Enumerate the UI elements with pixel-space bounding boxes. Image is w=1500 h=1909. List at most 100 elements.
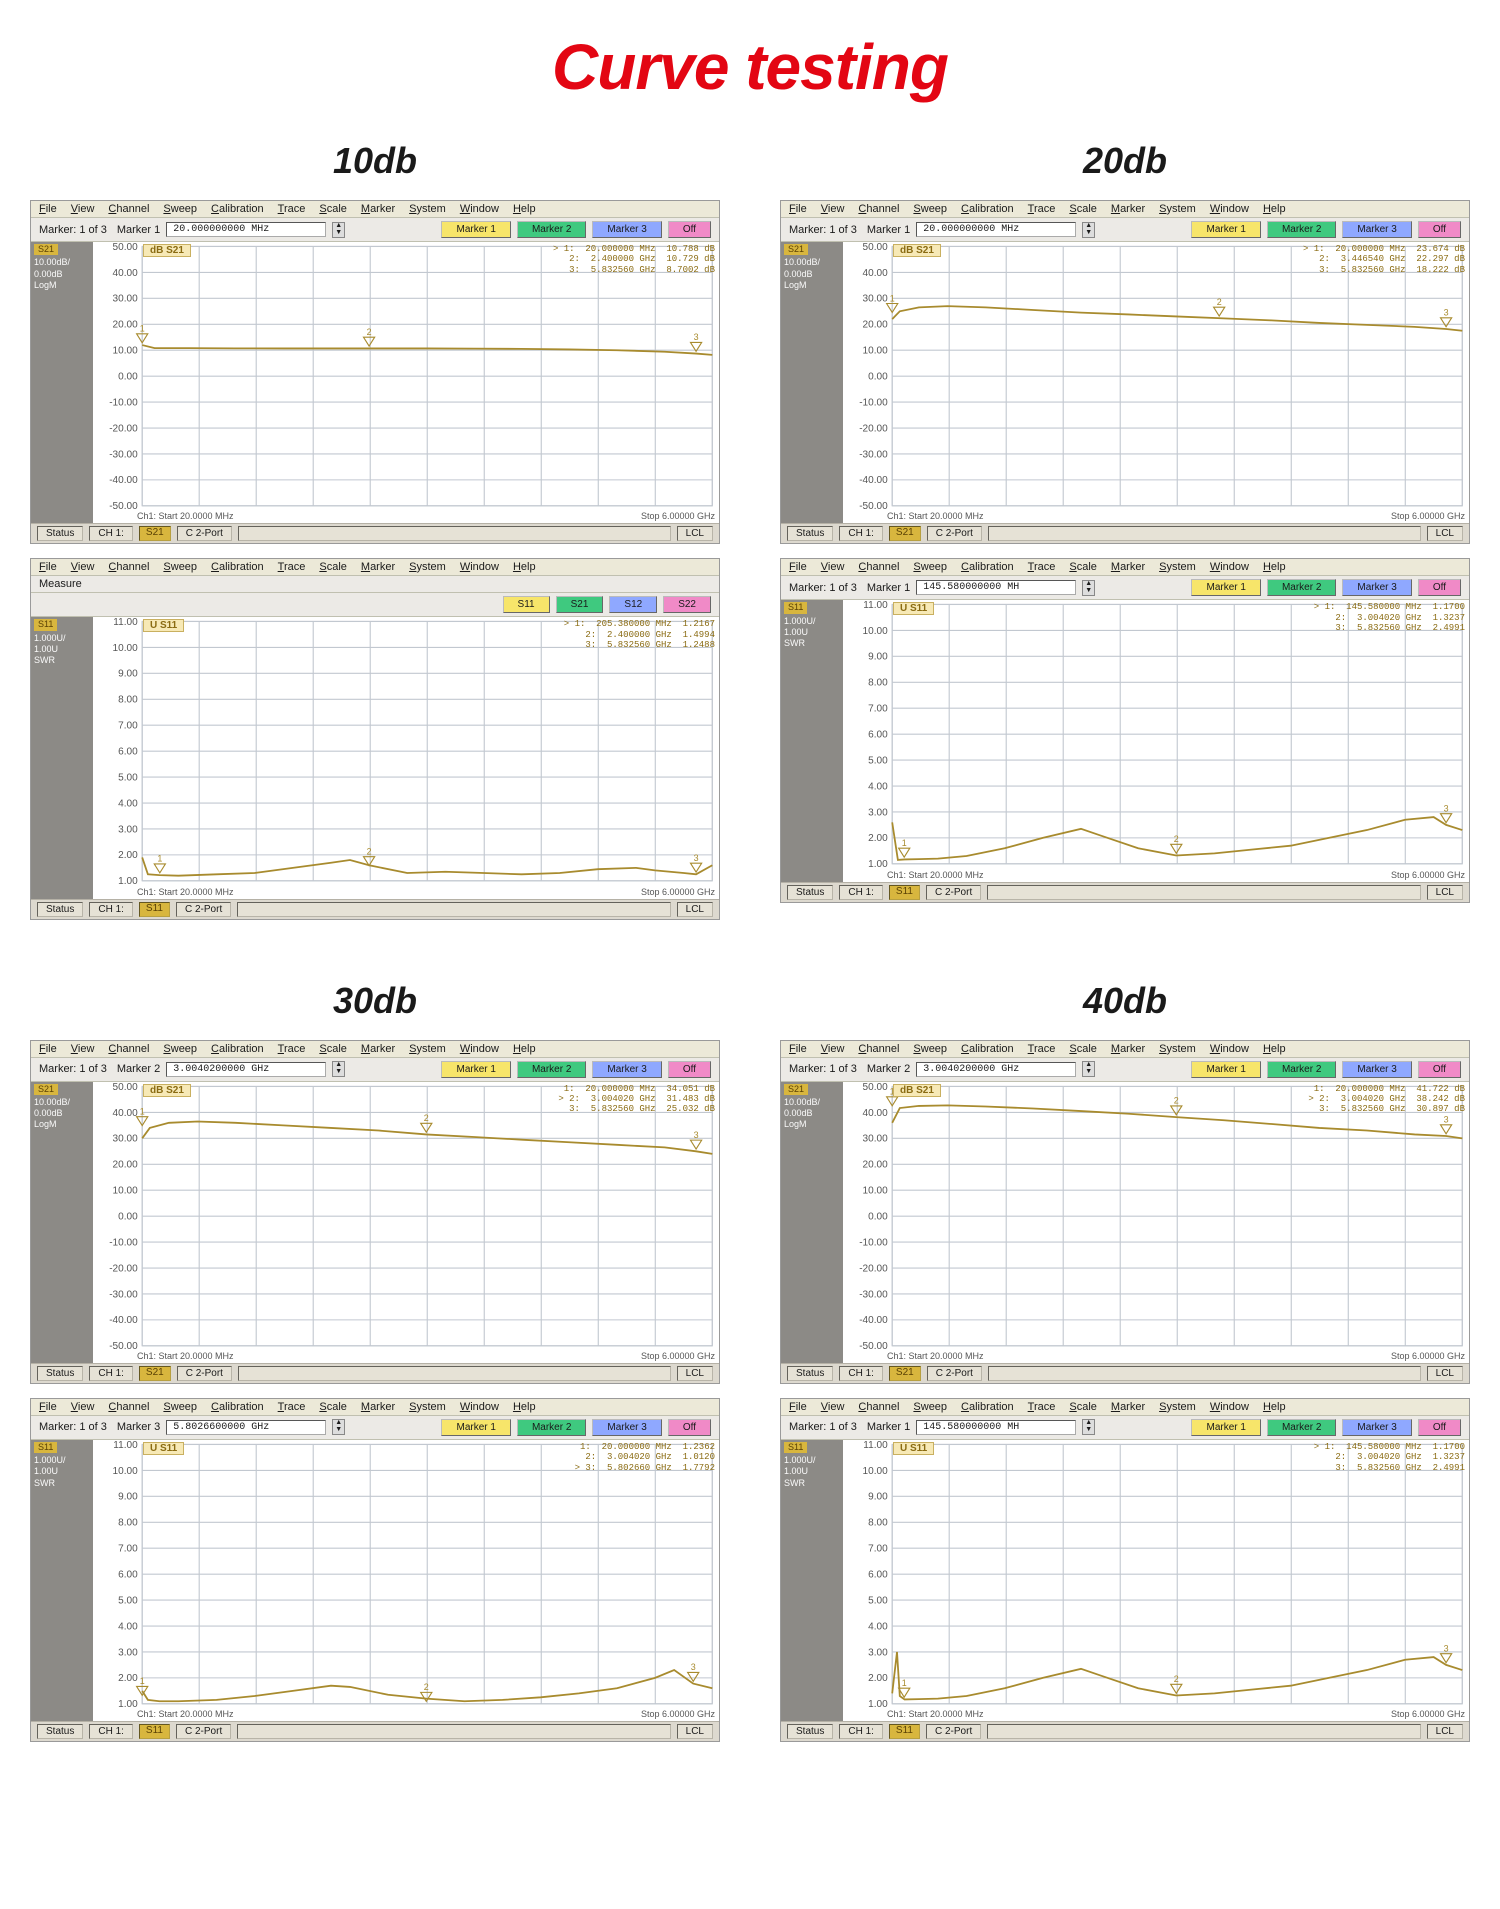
menu-system[interactable]: System — [1159, 561, 1196, 573]
menu-file[interactable]: File — [789, 1401, 807, 1413]
marker-off-button[interactable]: Off — [1418, 221, 1461, 238]
menu-calibration[interactable]: Calibration — [961, 1043, 1014, 1055]
menu-view[interactable]: View — [71, 1401, 95, 1413]
marker-value-input[interactable]: 5.8026600000 GHz — [166, 1420, 326, 1435]
menu-system[interactable]: System — [409, 203, 446, 215]
marker1-button[interactable]: Marker 1 — [441, 1061, 510, 1078]
menu-help[interactable]: Help — [1263, 561, 1286, 573]
menu-channel[interactable]: Channel — [858, 1401, 899, 1413]
marker-off-button[interactable]: Off — [668, 221, 711, 238]
menu-view[interactable]: View — [821, 561, 845, 573]
menu-file[interactable]: File — [39, 1401, 57, 1413]
menu-channel[interactable]: Channel — [858, 1043, 899, 1055]
menu-window[interactable]: Window — [460, 1401, 499, 1413]
marker2-button[interactable]: Marker 2 — [1267, 579, 1336, 596]
marker3-button[interactable]: Marker 3 — [592, 221, 661, 238]
s12-button[interactable]: S12 — [609, 596, 657, 613]
marker-value-spinner[interactable]: ▲▼ — [332, 1061, 345, 1077]
menu-scale[interactable]: Scale — [1069, 1401, 1097, 1413]
menu-scale[interactable]: Scale — [1069, 1043, 1097, 1055]
menu-window[interactable]: Window — [1210, 203, 1249, 215]
menu-calibration[interactable]: Calibration — [961, 1401, 1014, 1413]
menu-view[interactable]: View — [821, 1401, 845, 1413]
marker2-button[interactable]: Marker 2 — [1267, 1419, 1336, 1436]
menu-channel[interactable]: Channel — [858, 561, 899, 573]
menu-system[interactable]: System — [1159, 1043, 1196, 1055]
marker-off-button[interactable]: Off — [668, 1419, 711, 1436]
menu-marker[interactable]: Marker — [361, 561, 395, 573]
marker3-button[interactable]: Marker 3 — [1342, 579, 1411, 596]
menu-window[interactable]: Window — [1210, 561, 1249, 573]
menu-marker[interactable]: Marker — [361, 1043, 395, 1055]
marker1-button[interactable]: Marker 1 — [441, 221, 510, 238]
menu-window[interactable]: Window — [1210, 1043, 1249, 1055]
marker-value-spinner[interactable]: ▲▼ — [1082, 1061, 1095, 1077]
menu-system[interactable]: System — [409, 1043, 446, 1055]
menu-sweep[interactable]: Sweep — [913, 1043, 947, 1055]
menu-view[interactable]: View — [71, 561, 95, 573]
menu-sweep[interactable]: Sweep — [913, 1401, 947, 1413]
menu-file[interactable]: File — [789, 203, 807, 215]
marker1-button[interactable]: Marker 1 — [1191, 1061, 1260, 1078]
menu-help[interactable]: Help — [1263, 1401, 1286, 1413]
menu-scale[interactable]: Scale — [319, 203, 347, 215]
menu-file[interactable]: File — [39, 203, 57, 215]
s21-button[interactable]: S21 — [556, 596, 604, 613]
menu-channel[interactable]: Channel — [108, 1043, 149, 1055]
menu-system[interactable]: System — [409, 1401, 446, 1413]
menu-view[interactable]: View — [821, 1043, 845, 1055]
menu-calibration[interactable]: Calibration — [211, 561, 264, 573]
menu-trace[interactable]: Trace — [278, 561, 306, 573]
menu-system[interactable]: System — [409, 561, 446, 573]
menu-sweep[interactable]: Sweep — [163, 1043, 197, 1055]
menu-channel[interactable]: Channel — [108, 1401, 149, 1413]
menu-help[interactable]: Help — [1263, 203, 1286, 215]
marker-off-button[interactable]: Off — [1418, 579, 1461, 596]
marker-value-spinner[interactable]: ▲▼ — [1082, 222, 1095, 238]
menu-file[interactable]: File — [789, 1043, 807, 1055]
marker3-button[interactable]: Marker 3 — [1342, 221, 1411, 238]
menu-file[interactable]: File — [39, 1043, 57, 1055]
menu-scale[interactable]: Scale — [319, 561, 347, 573]
menu-marker[interactable]: Marker — [361, 203, 395, 215]
marker1-button[interactable]: Marker 1 — [1191, 221, 1260, 238]
marker-value-input[interactable]: 145.580000000 MH — [916, 580, 1076, 595]
menu-trace[interactable]: Trace — [1028, 203, 1056, 215]
menu-calibration[interactable]: Calibration — [211, 1043, 264, 1055]
menu-marker[interactable]: Marker — [1111, 1043, 1145, 1055]
menu-trace[interactable]: Trace — [1028, 561, 1056, 573]
menu-channel[interactable]: Channel — [858, 203, 899, 215]
menu-channel[interactable]: Channel — [108, 203, 149, 215]
menu-sweep[interactable]: Sweep — [163, 561, 197, 573]
s11-button[interactable]: S11 — [503, 596, 550, 613]
marker-value-input[interactable]: 3.0040200000 GHz — [166, 1062, 326, 1077]
marker3-button[interactable]: Marker 3 — [1342, 1061, 1411, 1078]
menu-trace[interactable]: Trace — [278, 1043, 306, 1055]
marker1-button[interactable]: Marker 1 — [1191, 579, 1260, 596]
marker2-button[interactable]: Marker 2 — [1267, 221, 1336, 238]
menu-help[interactable]: Help — [513, 203, 536, 215]
menu-sweep[interactable]: Sweep — [913, 561, 947, 573]
menu-marker[interactable]: Marker — [1111, 561, 1145, 573]
menu-file[interactable]: File — [789, 561, 807, 573]
marker2-button[interactable]: Marker 2 — [517, 1419, 586, 1436]
marker-value-spinner[interactable]: ▲▼ — [1082, 1419, 1095, 1435]
menu-view[interactable]: View — [71, 1043, 95, 1055]
menu-help[interactable]: Help — [513, 1401, 536, 1413]
menu-sweep[interactable]: Sweep — [163, 1401, 197, 1413]
menu-calibration[interactable]: Calibration — [961, 203, 1014, 215]
menu-sweep[interactable]: Sweep — [163, 203, 197, 215]
marker3-button[interactable]: Marker 3 — [592, 1419, 661, 1436]
menu-window[interactable]: Window — [1210, 1401, 1249, 1413]
menu-trace[interactable]: Trace — [278, 203, 306, 215]
marker-value-input[interactable]: 20.000000000 MHz — [916, 222, 1076, 237]
menu-view[interactable]: View — [821, 203, 845, 215]
menu-channel[interactable]: Channel — [108, 561, 149, 573]
menu-system[interactable]: System — [1159, 203, 1196, 215]
marker-off-button[interactable]: Off — [1418, 1419, 1461, 1436]
menu-window[interactable]: Window — [460, 561, 499, 573]
marker2-button[interactable]: Marker 2 — [517, 1061, 586, 1078]
marker-value-input[interactable]: 3.0040200000 GHz — [916, 1062, 1076, 1077]
marker1-button[interactable]: Marker 1 — [441, 1419, 510, 1436]
marker-off-button[interactable]: Off — [668, 1061, 711, 1078]
